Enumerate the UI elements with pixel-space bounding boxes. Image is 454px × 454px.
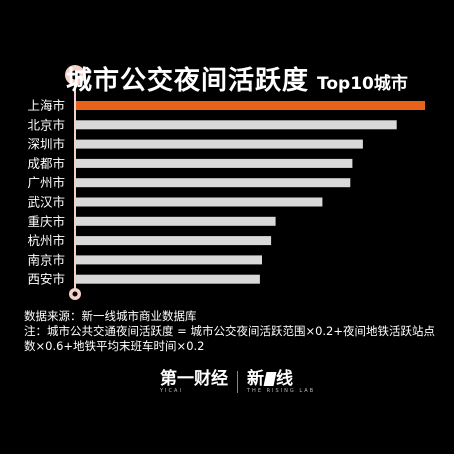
chart-title-row: 城市公交夜间活跃度 Top10城市	[66, 60, 408, 96]
timeline-top-marker-center	[70, 70, 80, 80]
category-label-2: 北京市	[27, 117, 65, 132]
rising-lab-logo-mark-icon	[263, 372, 277, 386]
bar-6	[76, 197, 323, 207]
rising-lab-logo-text: 新线	[247, 370, 293, 388]
data-source-note: 数据来源：新一线城市商业数据库	[24, 309, 197, 323]
bar-9	[76, 255, 262, 265]
rising-lab-logo-char-a: 新	[247, 369, 264, 389]
bar-5	[76, 178, 351, 188]
yicai-logo-text: 第一财经	[160, 369, 228, 389]
category-label-9: 南京市	[27, 252, 65, 267]
formula-note: 注：城市公共交通夜间活跃度 = 城市公交夜间活跃范围×0.2+夜间地铁活跃站点数…	[24, 324, 436, 353]
bar-1	[76, 101, 425, 110]
bar-2	[76, 120, 397, 130]
category-label-3: 深圳市	[27, 137, 65, 152]
category-label-7: 重庆市	[27, 214, 65, 229]
yicai-logo: 第一财经 YICAI	[160, 370, 228, 394]
rising-lab-logo-sub: THE RISING LAB	[247, 388, 316, 394]
category-label-6: 武汉市	[27, 195, 65, 210]
notes-block: 数据来源：新一线城市商业数据库 注：城市公共交通夜间活跃度 = 城市公交夜间活跃…	[24, 309, 438, 354]
category-label-4: 成都市	[27, 156, 65, 171]
category-label-10: 西安市	[27, 272, 65, 287]
bar-3	[76, 139, 363, 149]
bar-10	[76, 274, 260, 284]
chart-title: 城市公交夜间活跃度	[66, 66, 310, 96]
category-label-5: 广州市	[27, 175, 65, 190]
logo-separator	[237, 371, 238, 393]
rising-lab-logo-char-b: 线	[276, 369, 293, 389]
rising-lab-logo: 新线 THE RISING LAB	[247, 370, 315, 394]
footer-logos: 第一财经 YICAI 新线 THE RISING LAB	[160, 368, 315, 396]
category-label-8: 杭州市	[27, 233, 65, 248]
category-label-1: 上海市	[27, 98, 65, 113]
bar-4	[76, 158, 353, 168]
bar-8	[76, 236, 272, 246]
chart-subtitle: Top10城市	[317, 74, 408, 94]
timeline-bottom-marker-center	[72, 291, 78, 297]
yicai-logo-sub: YICAI	[160, 388, 183, 394]
bar-7	[76, 216, 276, 226]
